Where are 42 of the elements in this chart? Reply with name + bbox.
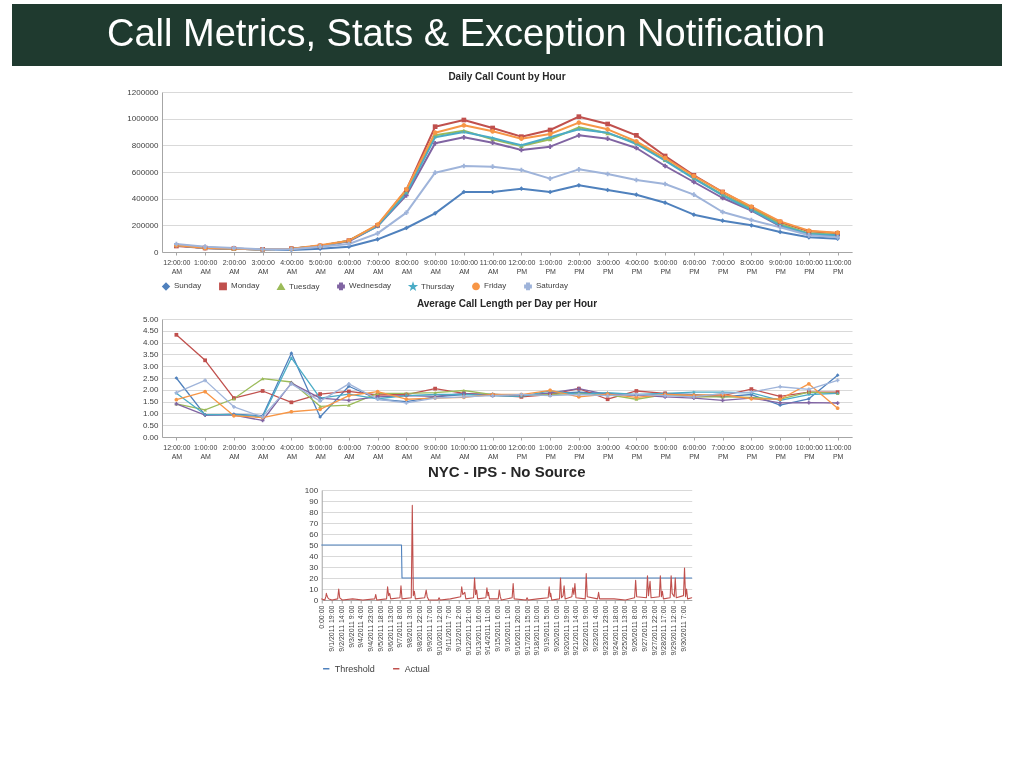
y-tick-label: 10 — [309, 584, 319, 594]
legend-label: Thursday — [421, 281, 455, 291]
y-tick-label: 0 — [154, 247, 160, 257]
y-tick-label: 70 — [309, 518, 319, 528]
y-tick-label: 800000 — [131, 140, 160, 150]
y-tick-label: 60 — [309, 529, 319, 539]
y-tick-label: 90 — [309, 496, 319, 506]
legend-label: Sunday — [174, 281, 202, 291]
y-tick-label: 1.50 — [142, 397, 160, 407]
legend-label: Tuesday — [289, 281, 320, 291]
y-tick-label: 3.00 — [142, 361, 160, 371]
legend-label: Friday — [484, 281, 507, 291]
y-tick-label: 0.00 — [142, 432, 160, 442]
y-tick-label: 50 — [309, 540, 319, 550]
legend-label: Actual — [404, 663, 430, 674]
y-tick-label: 0.50 — [142, 420, 160, 430]
y-tick-label: 1000000 — [127, 114, 160, 124]
legend-label: Saturday — [536, 281, 569, 291]
chart-title: Daily Call Count by Hour — [448, 71, 566, 82]
y-tick-label: 40 — [309, 551, 319, 561]
y-tick-label: 2.50 — [142, 373, 160, 383]
y-tick-label: 5.00 — [142, 314, 160, 324]
y-tick-label: 4.50 — [142, 326, 160, 336]
text: Call Metrics, Stats & Exception Notification — [107, 12, 826, 54]
chart-title: NYC - IPS - No Source — [427, 463, 586, 480]
legend-label: Monday — [231, 281, 260, 291]
y-tick-label: 2.00 — [142, 385, 160, 395]
legend-label: Threshold — [334, 663, 375, 674]
y-tick-label: 30 — [309, 562, 319, 572]
legend-label: Wednesday — [349, 281, 392, 291]
y-tick-label: 100 — [304, 485, 319, 495]
chart-title: Average Call Length per Day per Hour — [416, 298, 598, 309]
y-tick-label: 600000 — [131, 167, 160, 177]
y-tick-label: 1.00 — [142, 408, 160, 418]
y-tick-label: 3.50 — [142, 349, 160, 359]
y-tick-label: 4.00 — [142, 338, 160, 348]
y-tick-label: 80 — [309, 507, 319, 517]
y-tick-label: 400000 — [131, 194, 160, 204]
y-tick-label: 1200000 — [127, 87, 160, 97]
y-tick-label: 0 — [313, 595, 319, 605]
y-tick-label: 20 — [309, 573, 319, 583]
y-tick-label: 200000 — [131, 220, 160, 230]
